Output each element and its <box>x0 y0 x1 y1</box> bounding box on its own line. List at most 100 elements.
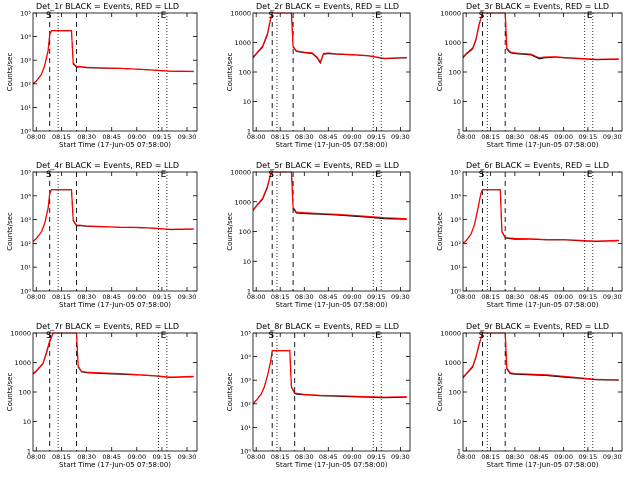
x-tick-label: 08:15 <box>271 133 290 141</box>
y-tick-label: 10⁵ <box>20 169 31 177</box>
panel-title: Det_4r BLACK = Events, RED = LLD <box>36 161 179 170</box>
x-tick-label: 09:30 <box>178 133 197 141</box>
end-marker-label: E <box>375 170 381 180</box>
y-tick-label: 100 <box>239 69 251 77</box>
panel-title: Det_9r BLACK = Events, RED = LLD <box>466 322 609 331</box>
x-tick-label: 08:45 <box>530 293 549 301</box>
start-marker-label: S <box>268 11 274 21</box>
plot-frame <box>252 332 411 452</box>
y-tick-label: 1 <box>247 288 251 296</box>
x-tick-label: 09:30 <box>603 453 622 461</box>
x-tick-label: 08:00 <box>457 453 476 461</box>
x-axis-label: Start Time (17-Jun-05 07:58:00) <box>59 141 171 149</box>
lld-series-line <box>462 12 619 60</box>
y-axis-label: Counts/sec <box>6 212 14 251</box>
x-tick-label: 08:45 <box>319 453 338 461</box>
y-tick-label: 10³ <box>20 216 31 224</box>
x-tick-label: 09:30 <box>178 293 197 301</box>
end-marker-label: E <box>587 11 593 21</box>
x-tick-label: 08:00 <box>457 133 476 141</box>
x-tick-label: 09:00 <box>343 293 362 301</box>
lld-series-line <box>32 189 194 242</box>
x-tick-label: 08:30 <box>77 453 96 461</box>
start-marker-label: S <box>46 170 52 180</box>
x-tick-label: 08:30 <box>506 133 525 141</box>
y-tick-label: 10⁵ <box>20 10 31 18</box>
x-tick-label: 09:00 <box>127 293 146 301</box>
x-tick-label: 09:30 <box>603 293 622 301</box>
y-tick-label: 10¹ <box>240 424 251 432</box>
x-tick-label: 08:30 <box>77 133 96 141</box>
x-tick-label: 08:30 <box>295 453 314 461</box>
end-marker-label: E <box>161 170 167 180</box>
x-tick-label: 08:15 <box>52 453 71 461</box>
y-tick-label: 100 <box>19 389 31 397</box>
y-axis-label: Counts/sec <box>6 53 14 92</box>
y-tick-label: 10³ <box>240 377 251 385</box>
y-tick-label: 10 <box>243 258 251 266</box>
y-tick-label: 10⁰ <box>20 128 31 136</box>
x-axis-label: Start Time (17-Jun-05 07:58:00) <box>59 301 171 309</box>
lld-series-line <box>462 332 619 381</box>
y-tick-label: 10¹ <box>450 264 461 272</box>
y-tick-label: 10⁴ <box>20 192 31 200</box>
x-tick-label: 08:00 <box>247 293 266 301</box>
y-tick-label: 10³ <box>450 216 461 224</box>
y-tick-label: 10000 <box>10 330 31 338</box>
panel-title: Det_6r BLACK = Events, RED = LLD <box>466 161 609 170</box>
y-tick-label: 10² <box>20 240 31 248</box>
y-tick-label: 1 <box>457 128 461 136</box>
x-tick-label: 08:30 <box>506 293 525 301</box>
y-tick-label: 10² <box>20 80 31 88</box>
x-tick-label: 08:45 <box>530 133 549 141</box>
x-tick-label: 08:15 <box>52 133 71 141</box>
y-tick-label: 1000 <box>444 359 461 367</box>
x-tick-label: 09:30 <box>391 293 410 301</box>
y-tick-label: 10 <box>453 418 461 426</box>
lld-series-line <box>32 332 194 378</box>
y-tick-label: 10⁴ <box>450 192 461 200</box>
start-marker-label: S <box>268 331 274 341</box>
lld-series-line <box>32 30 194 85</box>
end-marker-label: E <box>587 170 593 180</box>
y-tick-label: 10 <box>23 418 31 426</box>
plot-frame <box>462 332 623 452</box>
y-tick-label: 1 <box>27 448 31 456</box>
x-tick-label: 08:30 <box>506 453 525 461</box>
y-tick-label: 10⁰ <box>240 448 251 456</box>
events-series-line <box>252 171 407 220</box>
lld-series-line <box>252 12 407 64</box>
x-tick-label: 09:15 <box>153 453 172 461</box>
x-tick-label: 09:15 <box>367 293 386 301</box>
panel-title: Det_7r BLACK = Events, RED = LLD <box>36 322 179 331</box>
y-tick-label: 10² <box>450 240 461 248</box>
x-tick-label: 08:45 <box>102 453 121 461</box>
x-tick-label: 08:00 <box>247 133 266 141</box>
y-tick-label: 10 <box>243 98 251 106</box>
events-series-line <box>462 12 619 61</box>
y-tick-label: 1000 <box>14 359 31 367</box>
y-tick-label: 10² <box>240 400 251 408</box>
y-axis-label: Counts/sec <box>436 212 444 251</box>
end-marker-label: E <box>161 331 167 341</box>
x-tick-label: 08:30 <box>295 133 314 141</box>
events-series-line <box>252 12 407 65</box>
x-tick-label: 09:15 <box>367 453 386 461</box>
x-tick-label: 09:30 <box>391 453 410 461</box>
y-axis-label: Counts/sec <box>436 373 444 412</box>
y-tick-label: 100 <box>449 69 461 77</box>
x-tick-label: 09:15 <box>579 453 598 461</box>
x-tick-label: 09:00 <box>554 133 573 141</box>
y-tick-label: 1000 <box>234 198 251 206</box>
plot-frame <box>32 12 198 132</box>
panel-title: Det_3r BLACK = Events, RED = LLD <box>466 2 609 11</box>
x-tick-label: 09:00 <box>343 133 362 141</box>
x-tick-label: 08:15 <box>271 293 290 301</box>
y-tick-label: 10⁴ <box>20 33 31 41</box>
